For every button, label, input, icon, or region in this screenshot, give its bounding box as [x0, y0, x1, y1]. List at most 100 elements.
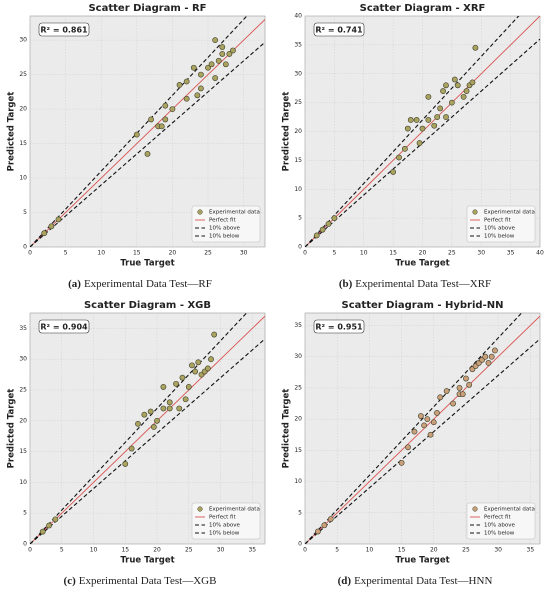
- y-tick-label: 10: [19, 175, 27, 182]
- y-axis-label: Predicted Target: [282, 389, 292, 469]
- panel: 0 5 10 15 20 25 30 35 0 5 10 15 20 25 30 35 Scatter Diag…: [7, 300, 266, 587]
- x-tick-label: 15: [133, 250, 141, 257]
- panel: 0 5 10 15 20 25 30 35 0 5 10 15 20 25 30 35 Scatter Diag…: [282, 300, 541, 587]
- chart-title: Scatter Diagram - XRF: [360, 3, 486, 14]
- point: [451, 76, 458, 83]
- y-tick-label: 25: [19, 387, 27, 394]
- annotation-box: [313, 319, 365, 334]
- point: [450, 400, 456, 407]
- x-tick-label: 15: [121, 547, 129, 554]
- x-tick-label: 25: [462, 547, 470, 554]
- point: [198, 71, 204, 78]
- fit-line: [305, 313, 523, 544]
- marks: [305, 16, 540, 247]
- point: [459, 391, 466, 398]
- annotation: R² = 0.904: [40, 322, 88, 331]
- point: [219, 44, 226, 50]
- point: [463, 375, 469, 382]
- x-tick-label: 30: [240, 250, 248, 257]
- point: [331, 215, 338, 222]
- point: [208, 356, 214, 363]
- point: [219, 51, 226, 57]
- point: [421, 422, 428, 429]
- marks: [305, 313, 540, 544]
- point: [427, 431, 434, 438]
- y-tick-label: 15: [19, 140, 27, 147]
- annotation-box: [38, 319, 90, 334]
- point: [396, 154, 402, 161]
- point: [173, 380, 179, 387]
- point: [469, 79, 476, 86]
- point: [321, 522, 328, 529]
- point: [195, 359, 202, 366]
- legend-label: Perfect fit: [209, 515, 236, 521]
- x-tick-label: 15: [398, 547, 406, 554]
- y-tick-label: 20: [294, 128, 302, 135]
- point: [222, 61, 229, 68]
- legend-marker: [197, 209, 203, 215]
- y-tick-label: 10: [294, 186, 302, 193]
- x-tick-label: 10: [366, 547, 374, 554]
- x-tick-label: 20: [419, 250, 427, 257]
- legend-box: [191, 205, 261, 243]
- point: [212, 37, 219, 44]
- y-tick-label: 30: [19, 356, 27, 363]
- x-axis-label: True Target: [120, 556, 174, 566]
- point: [419, 125, 426, 132]
- panel: 0 5 10 15 20 25 30 35 40 0 5 10 15 20 25 30 35 40 Scatter …: [282, 3, 544, 290]
- point: [440, 88, 446, 94]
- point: [205, 64, 211, 71]
- point: [488, 353, 495, 360]
- legend-marker: [472, 506, 478, 512]
- x-tick-label: 0: [303, 547, 307, 554]
- point: [212, 75, 219, 81]
- point: [456, 385, 463, 391]
- y-tick-label: 0: [298, 244, 302, 251]
- caption-label: (d): [338, 575, 352, 587]
- point: [194, 92, 201, 99]
- fit-line: [305, 16, 520, 247]
- point: [179, 374, 186, 381]
- x-tick-label: 10: [97, 250, 105, 257]
- point: [182, 396, 189, 403]
- annotation: R² = 0.951: [315, 322, 363, 331]
- point: [313, 232, 320, 239]
- annotation-box: [38, 22, 90, 37]
- y-tick-label: 0: [298, 541, 302, 548]
- panel: 0 5 10 15 20 25 30 0 5 10 15 20 25 30 Scatter Diagram …: [7, 3, 266, 290]
- y-tick-label: 5: [23, 209, 27, 216]
- point: [425, 117, 432, 123]
- x-tick-label: 5: [332, 250, 336, 257]
- legend-label: 10% below: [484, 234, 515, 240]
- point: [431, 122, 438, 129]
- y-tick-label: 35: [294, 41, 302, 48]
- point: [485, 360, 492, 366]
- point: [183, 78, 190, 85]
- y-tick-label: 5: [23, 510, 27, 517]
- caption: (a) Experimental Data Test—RF: [68, 278, 212, 290]
- y-tick-label: 35: [294, 322, 302, 329]
- x-tick-label: 25: [448, 250, 456, 257]
- point: [144, 151, 151, 157]
- caption: (c) Experimental Data Test—XGB: [64, 575, 217, 587]
- x-tick-label: 0: [303, 250, 307, 257]
- point: [425, 93, 432, 100]
- legend-box: [191, 502, 261, 540]
- point: [443, 388, 450, 394]
- point: [189, 362, 195, 369]
- point: [162, 102, 169, 109]
- legend-label: Perfect fit: [209, 218, 236, 224]
- y-tick-label: 15: [294, 157, 302, 164]
- y-tick-label: 20: [19, 106, 27, 113]
- point: [417, 413, 424, 419]
- point: [492, 347, 498, 354]
- point: [430, 419, 437, 426]
- x-tick-label: 20: [153, 547, 161, 554]
- point: [160, 384, 167, 390]
- legend-marker: [472, 209, 478, 215]
- point: [401, 145, 408, 152]
- point: [327, 516, 334, 522]
- y-tick-label: 10: [19, 479, 27, 486]
- legend-label: 10% below: [209, 531, 240, 537]
- point: [128, 445, 135, 452]
